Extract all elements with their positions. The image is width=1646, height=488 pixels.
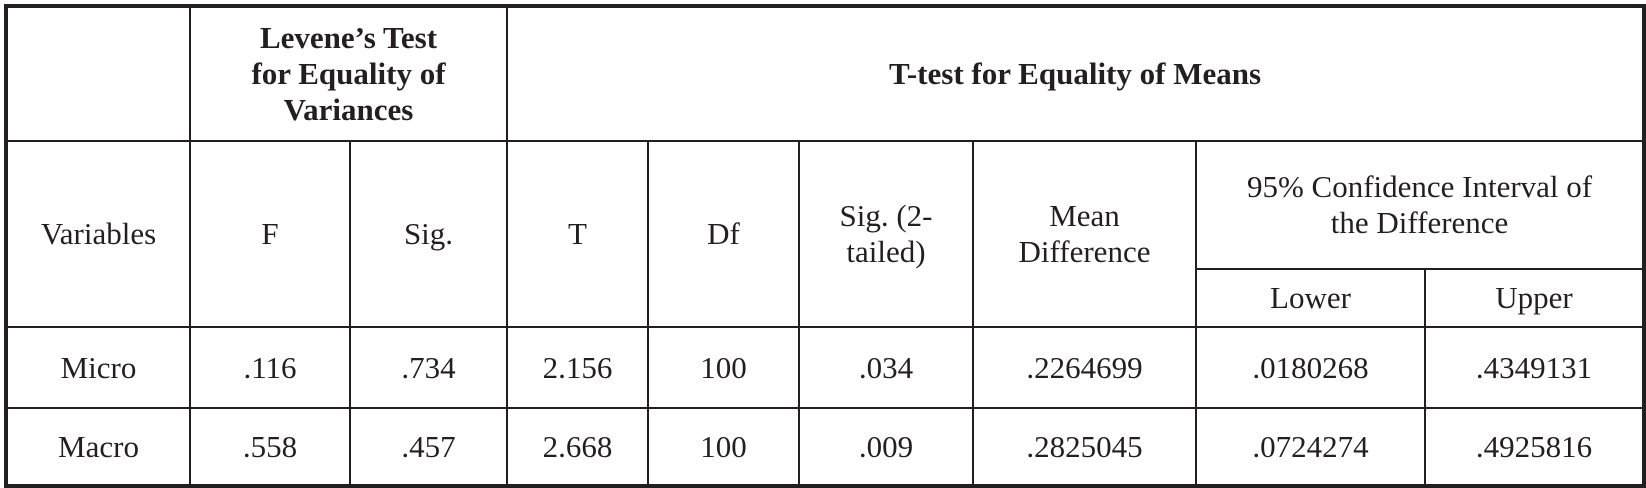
cell: 2.156 xyxy=(506,326,649,409)
cell: .734 xyxy=(349,326,508,409)
cell: .009 xyxy=(798,407,974,487)
cell: .0724274 xyxy=(1195,407,1426,487)
column-header: Sig. xyxy=(349,140,508,328)
column-header: T xyxy=(506,140,649,328)
t-test-table: Levene’s Test for Equality of Variances … xyxy=(4,4,1646,488)
cell: .4925816 xyxy=(1423,407,1646,487)
group-header: T-test for Equality of Means xyxy=(505,5,1646,142)
column-header: Sig. (2-tailed) xyxy=(798,140,974,328)
cell: 100 xyxy=(647,326,800,409)
ci-column-header: Upper xyxy=(1423,268,1646,328)
column-header: Df xyxy=(647,140,800,328)
row-label: Macro xyxy=(5,407,191,487)
cell: .034 xyxy=(798,326,974,409)
column-header: Variables xyxy=(5,140,191,328)
cell: .0180268 xyxy=(1195,326,1426,409)
cell: .2825045 xyxy=(972,407,1197,487)
cell: 100 xyxy=(647,407,800,487)
data-row: Micro .116.734 2.156 100.034.2264699.018026… xyxy=(5,326,1646,409)
cell: .116 xyxy=(189,326,351,409)
row-label: Micro xyxy=(5,326,191,409)
cell: .457 xyxy=(349,407,508,487)
cell: .4349131 xyxy=(1423,326,1646,409)
group-header: Levene’s Test for Equality of Variances xyxy=(189,5,508,142)
column-header: F xyxy=(189,140,351,328)
ci-header: 95% Confidence Interval of the Differenc… xyxy=(1194,140,1646,270)
cell: .2264699 xyxy=(972,326,1197,409)
column-header: Mean Difference xyxy=(972,140,1197,328)
ci-column-header: Lower xyxy=(1195,268,1426,328)
cell: .558 xyxy=(189,407,351,487)
data-row: Macro .558.457 2.668 100.009.2825045.072427… xyxy=(5,407,1646,487)
cell: 2.668 xyxy=(506,407,649,487)
empty-corner xyxy=(5,5,191,142)
